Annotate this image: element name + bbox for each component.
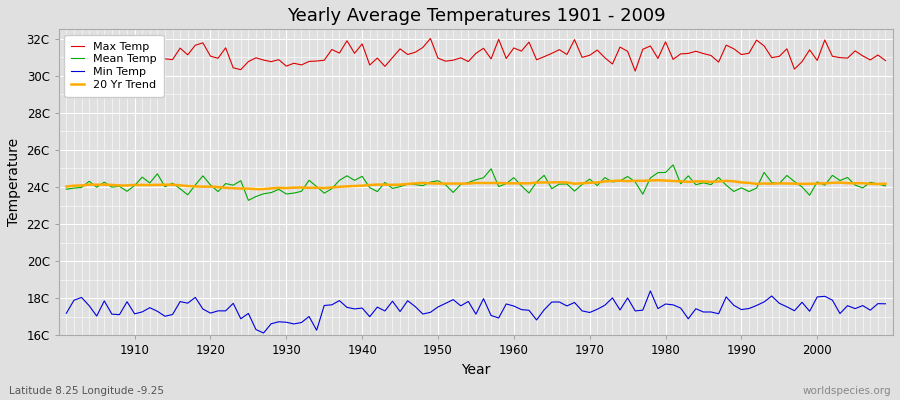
- Max Temp: [296, 62, 307, 67]
- Min Temp: [645, 288, 656, 293]
- Mean Temp: [342, 173, 353, 178]
- Min Temp: [342, 305, 353, 310]
- Max Temp: [342, 38, 353, 43]
- Line: Max Temp: Max Temp: [67, 38, 886, 74]
- Min Temp: [607, 296, 617, 300]
- Line: 20 Yr Trend: 20 Yr Trend: [67, 180, 886, 189]
- Max Temp: [425, 36, 436, 41]
- 20 Yr Trend: [880, 181, 891, 186]
- Line: Min Temp: Min Temp: [67, 291, 886, 333]
- Min Temp: [122, 299, 132, 304]
- Min Temp: [258, 330, 269, 335]
- Max Temp: [130, 54, 140, 58]
- Mean Temp: [668, 162, 679, 167]
- Mean Temp: [880, 184, 891, 188]
- Min Temp: [508, 304, 519, 308]
- 20 Yr Trend: [61, 184, 72, 189]
- Mean Temp: [516, 184, 526, 188]
- X-axis label: Year: Year: [461, 363, 491, 377]
- Max Temp: [615, 45, 626, 50]
- 20 Yr Trend: [296, 185, 307, 190]
- 20 Yr Trend: [122, 183, 132, 188]
- Text: worldspecies.org: worldspecies.org: [803, 386, 891, 396]
- Max Temp: [61, 38, 72, 43]
- Max Temp: [122, 72, 132, 77]
- Min Temp: [61, 311, 72, 316]
- Line: Mean Temp: Mean Temp: [67, 165, 886, 200]
- Mean Temp: [122, 189, 132, 194]
- 20 Yr Trend: [516, 181, 526, 186]
- Max Temp: [524, 40, 535, 44]
- Legend: Max Temp, Mean Temp, Min Temp, 20 Yr Trend: Max Temp, Mean Temp, Min Temp, 20 Yr Tre…: [64, 35, 164, 97]
- 20 Yr Trend: [607, 178, 617, 183]
- 20 Yr Trend: [342, 184, 353, 189]
- Y-axis label: Temperature: Temperature: [7, 138, 21, 226]
- Mean Temp: [296, 189, 307, 194]
- Min Temp: [516, 307, 526, 312]
- Mean Temp: [607, 180, 617, 184]
- Text: Latitude 8.25 Longitude -9.25: Latitude 8.25 Longitude -9.25: [9, 386, 164, 396]
- 20 Yr Trend: [250, 187, 261, 192]
- Mean Temp: [61, 187, 72, 192]
- 20 Yr Trend: [508, 181, 519, 186]
- Mean Temp: [243, 198, 254, 203]
- Title: Yearly Average Temperatures 1901 - 2009: Yearly Average Temperatures 1901 - 2009: [286, 7, 665, 25]
- 20 Yr Trend: [652, 178, 663, 183]
- Mean Temp: [508, 175, 519, 180]
- Max Temp: [880, 58, 891, 63]
- Max Temp: [516, 49, 526, 54]
- Min Temp: [880, 301, 891, 306]
- Min Temp: [296, 320, 307, 325]
